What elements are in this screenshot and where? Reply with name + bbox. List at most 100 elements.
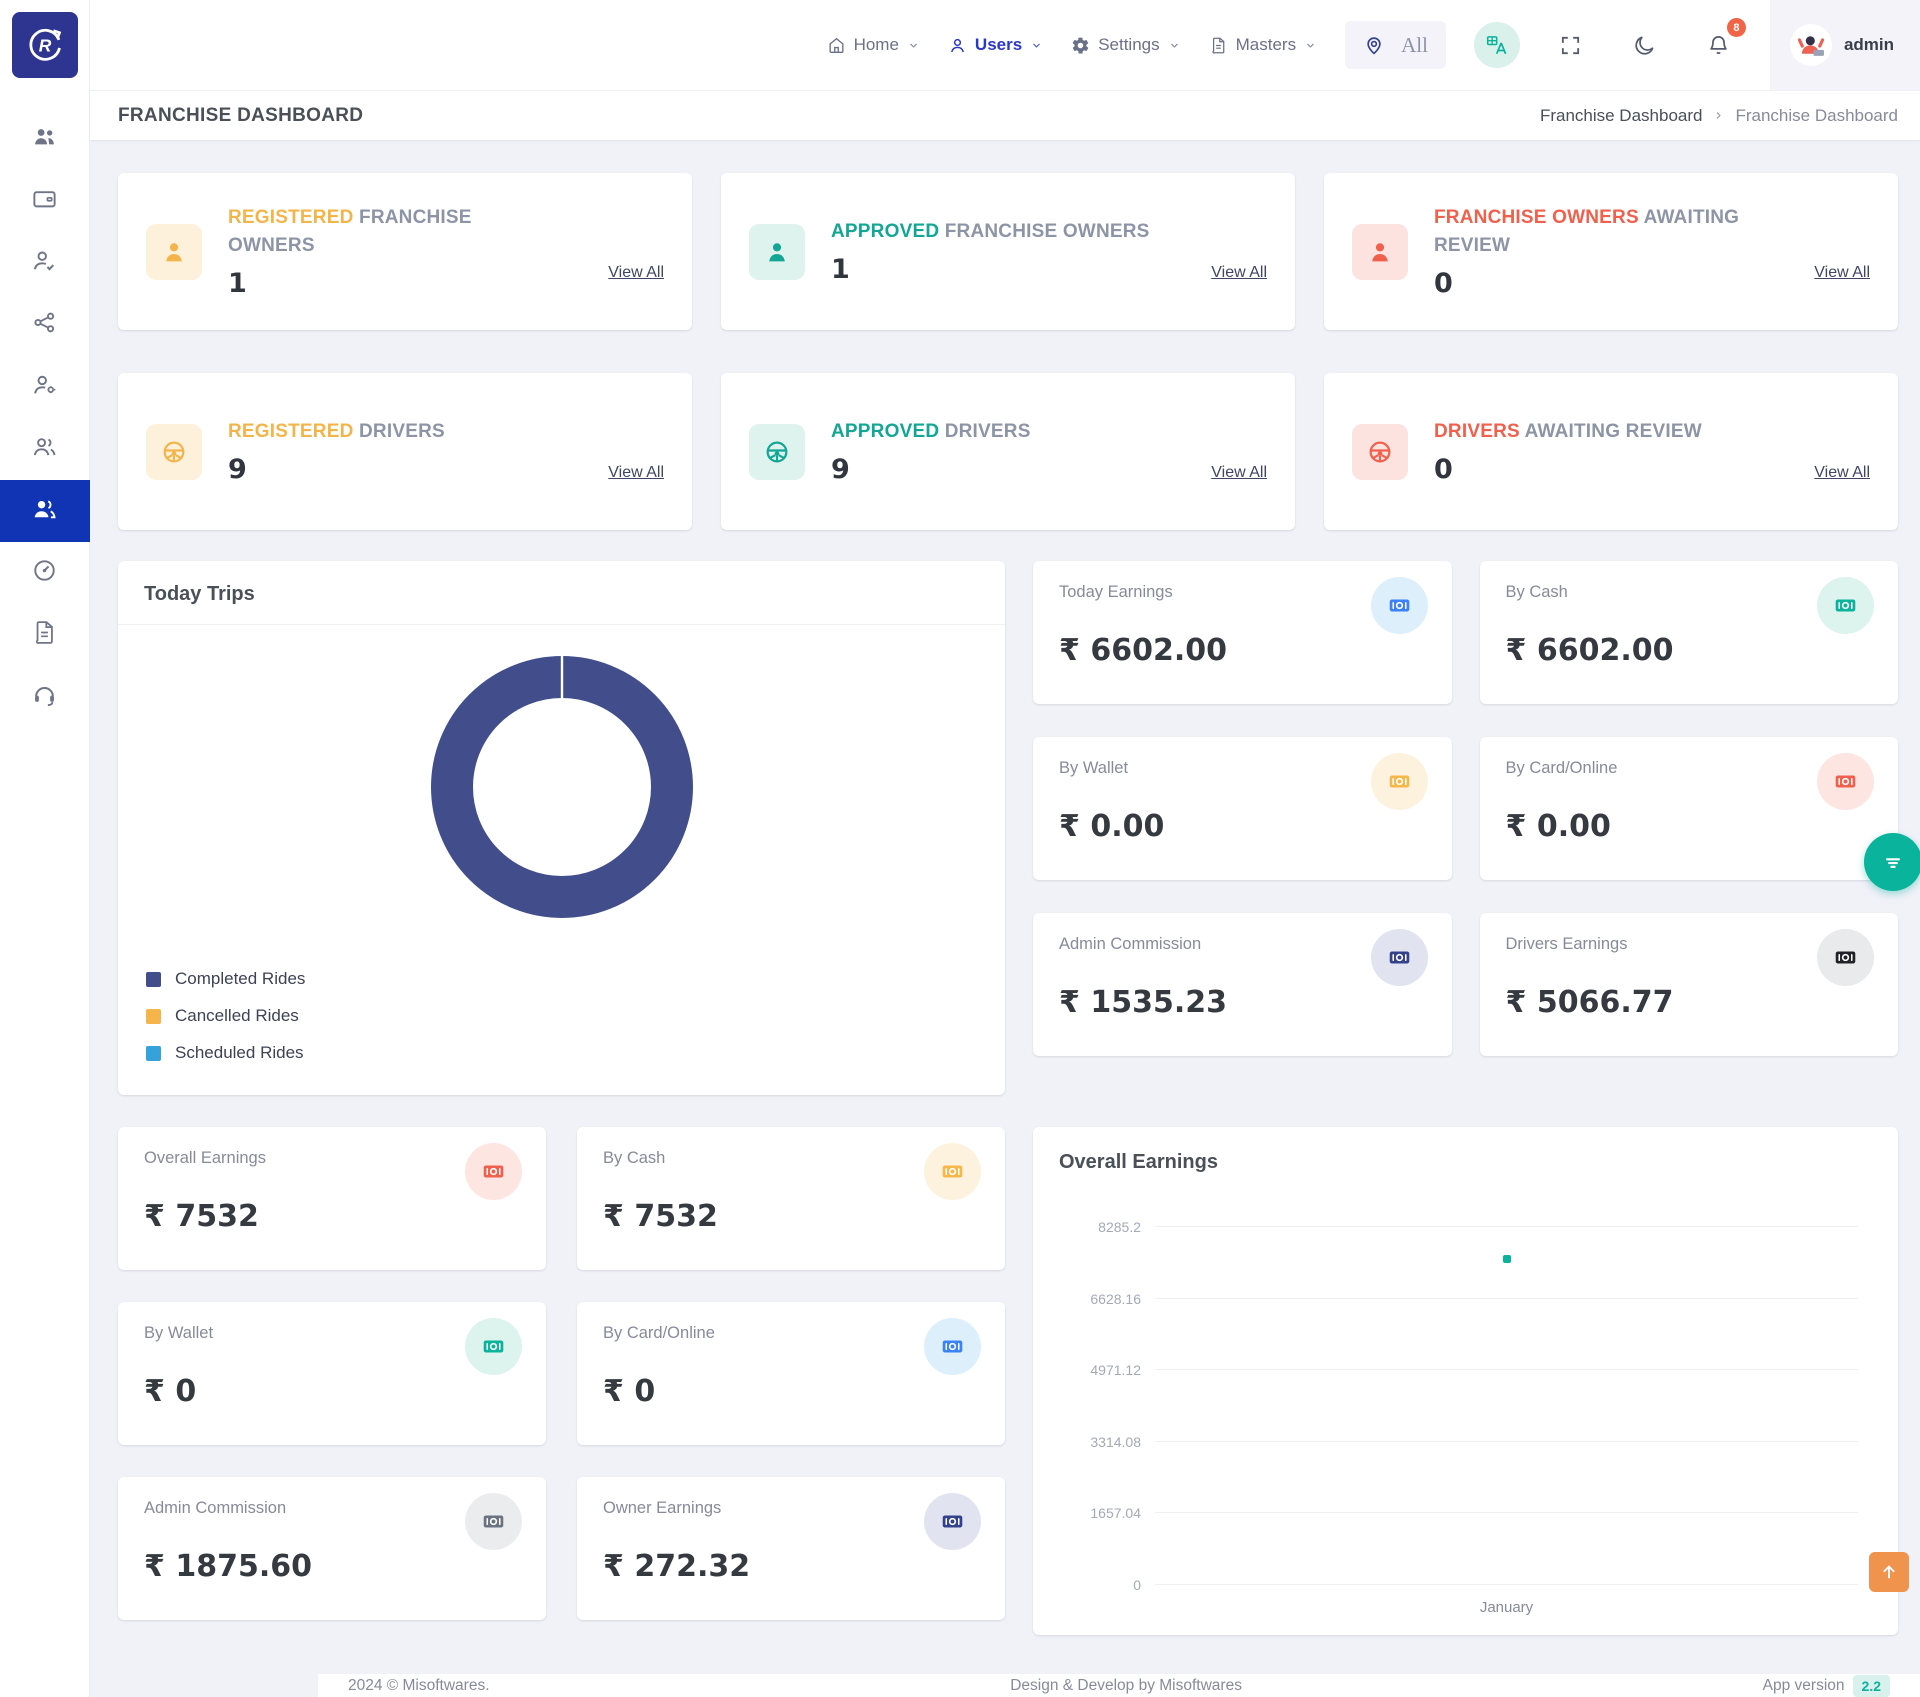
scroll-to-top-button[interactable] bbox=[1869, 1552, 1909, 1592]
cash-icon bbox=[1817, 753, 1874, 810]
card-value: ₹ 0 bbox=[603, 1374, 656, 1409]
stat-value: 9 bbox=[831, 454, 850, 486]
quick-settings-fab[interactable] bbox=[1864, 833, 1920, 891]
fullscreen-button[interactable] bbox=[1548, 22, 1594, 68]
by-cash-card: By Cash ₹ 6602.00 bbox=[1479, 561, 1898, 704]
view-all-link[interactable]: View All bbox=[1814, 264, 1870, 281]
chevron-down-icon bbox=[907, 39, 920, 52]
wallet-icon bbox=[31, 185, 58, 217]
nav-label: Masters bbox=[1235, 35, 1297, 54]
stat-title-highlight: DRIVERS bbox=[1434, 420, 1520, 442]
users-group-icon bbox=[31, 123, 58, 155]
breadcrumb-item[interactable]: Franchise Dashboard bbox=[1539, 105, 1703, 125]
nav-item-settings[interactable]: Settings bbox=[1071, 35, 1180, 55]
sidebar-item-franchise-active[interactable] bbox=[0, 480, 90, 542]
chart-data-point bbox=[1502, 1254, 1511, 1263]
dark-mode-button[interactable] bbox=[1622, 22, 1668, 68]
sidebar-item-user-settings[interactable] bbox=[0, 356, 90, 418]
user-gear-icon bbox=[31, 371, 58, 403]
stat-card-franchise-owners-awaiting-review: FRANCHISE OWNERS AWAITING REVIEW 0 View … bbox=[1324, 173, 1898, 330]
nav-label: Home bbox=[853, 35, 899, 54]
legend-label: Completed Rides bbox=[175, 969, 306, 988]
stat-card-approved-franchise-owners: APPROVED FRANCHISE OWNERS 1 View All bbox=[721, 173, 1295, 330]
report-file-icon bbox=[31, 619, 58, 651]
legend-swatch-completed bbox=[146, 971, 161, 987]
sidebar-item-reports[interactable] bbox=[0, 604, 90, 666]
app-logo[interactable] bbox=[11, 12, 78, 78]
nav-item-masters[interactable]: Masters bbox=[1209, 35, 1317, 55]
donut-ring bbox=[430, 656, 693, 918]
legend-label: Scheduled Rides bbox=[175, 1043, 304, 1062]
sidebar-item-user-check[interactable] bbox=[0, 232, 90, 294]
card-value: ₹ 7532 bbox=[603, 1199, 718, 1234]
sidebar-item-dashboard[interactable] bbox=[0, 542, 90, 604]
page-content: REGISTERED FRANCHISE OWNERS 1 View All A… bbox=[90, 140, 1920, 1635]
cash-icon bbox=[924, 1493, 981, 1550]
legend-swatch-cancelled bbox=[146, 1008, 161, 1024]
sidebar-item-wallet[interactable] bbox=[0, 170, 90, 232]
franchise-owner-icon bbox=[146, 223, 202, 280]
main-area: Home Users Settings Masters All bbox=[90, 0, 1920, 1697]
card-value: ₹ 5066.77 bbox=[1505, 985, 1674, 1020]
user-menu[interactable]: admin bbox=[1769, 0, 1920, 90]
x-axis-label: January bbox=[1479, 1599, 1534, 1616]
card-value: ₹ 7532 bbox=[144, 1199, 259, 1234]
today-trips-donut-chart bbox=[118, 655, 1005, 919]
today-earnings-card: Today Earnings ₹ 6602.00 bbox=[1033, 561, 1452, 704]
card-label: Drivers Earnings bbox=[1505, 935, 1628, 953]
owner-earnings-card: Owner Earnings ₹ 272.32 bbox=[577, 1477, 1005, 1620]
speedometer-icon bbox=[31, 557, 58, 589]
nav-item-users[interactable]: Users bbox=[948, 35, 1043, 55]
gridline: 4971.12 bbox=[1090, 1362, 1858, 1378]
view-all-link[interactable]: View All bbox=[608, 264, 664, 281]
stat-title-rest: FRANCHISE OWNERS bbox=[228, 206, 472, 256]
card-label: Admin Commission bbox=[1059, 935, 1202, 953]
bottom-row: Overall Earnings ₹ 7532 By Cash ₹ 7532 B… bbox=[118, 1127, 1898, 1635]
location-filter-select[interactable]: All bbox=[1345, 21, 1446, 69]
gridline: 6628.16 bbox=[1090, 1291, 1858, 1307]
stat-title-rest: DRIVERS bbox=[939, 420, 1031, 442]
moon-icon bbox=[1633, 34, 1656, 57]
sidebar-item-share[interactable] bbox=[0, 294, 90, 356]
chevron-down-icon bbox=[1304, 39, 1317, 52]
view-all-link[interactable]: View All bbox=[1211, 264, 1267, 281]
overall-earnings-card: Overall Earnings ₹ 7532 bbox=[118, 1127, 546, 1270]
overall-earnings-chart-title: Overall Earnings bbox=[1059, 1151, 1218, 1173]
translate-button[interactable] bbox=[1473, 22, 1520, 68]
legend-swatch-scheduled bbox=[146, 1045, 161, 1061]
stat-title-highlight: FRANCHISE OWNERS bbox=[1434, 206, 1639, 228]
sidebar-item-users-group[interactable] bbox=[0, 108, 90, 170]
footer-copyright: 2024 © Misoftwares. bbox=[348, 1676, 490, 1694]
view-all-link[interactable]: View All bbox=[608, 464, 664, 481]
page-footer: 2024 © Misoftwares. Design & Develop by … bbox=[318, 1674, 1920, 1697]
sidebar-item-users[interactable] bbox=[0, 418, 90, 480]
y-tick-label: 6628.16 bbox=[1090, 1290, 1141, 1307]
by-card-online-overall-card: By Card/Online ₹ 0 bbox=[577, 1302, 1005, 1445]
overall-earnings-chart-card: Overall Earnings 8285.2 6628.16 4971.12 331… bbox=[1033, 1127, 1898, 1635]
stat-title-rest: FRANCHISE OWNERS bbox=[939, 220, 1150, 242]
sidebar-item-support[interactable] bbox=[0, 666, 90, 728]
stat-title-highlight: REGISTERED bbox=[228, 420, 354, 442]
nav-item-home[interactable]: Home bbox=[827, 35, 920, 55]
card-label: By Card/Online bbox=[603, 1324, 715, 1342]
gear-icon bbox=[1071, 36, 1090, 55]
y-tick-label: 8285.2 bbox=[1098, 1219, 1141, 1235]
app-version-badge: 2.2 bbox=[1852, 1674, 1890, 1697]
view-all-link[interactable]: View All bbox=[1814, 464, 1870, 481]
y-tick-label: 1657.04 bbox=[1090, 1505, 1141, 1522]
footer-version-label: App version bbox=[1762, 1676, 1845, 1694]
card-value: ₹ 1535.23 bbox=[1059, 985, 1227, 1020]
view-all-link[interactable]: View All bbox=[1211, 464, 1267, 481]
card-label: Admin Commission bbox=[144, 1499, 287, 1517]
franchise-users-icon bbox=[31, 495, 58, 527]
page-header: FRANCHISE DASHBOARD Franchise Dashboard … bbox=[90, 90, 1920, 140]
page-title: FRANCHISE DASHBOARD bbox=[118, 104, 364, 126]
notifications-button[interactable]: 8 bbox=[1696, 18, 1746, 68]
stat-card-grid: REGISTERED FRANCHISE OWNERS 1 View All A… bbox=[118, 173, 1898, 530]
driver-steering-icon bbox=[749, 423, 805, 480]
stat-title: APPROVED DRIVERS bbox=[831, 418, 1031, 446]
stat-card-approved-drivers: APPROVED DRIVERS 9 View All bbox=[721, 373, 1295, 530]
card-label: By Wallet bbox=[144, 1324, 214, 1342]
nav-label: Settings bbox=[1098, 35, 1160, 54]
chevron-down-icon bbox=[1030, 39, 1043, 52]
